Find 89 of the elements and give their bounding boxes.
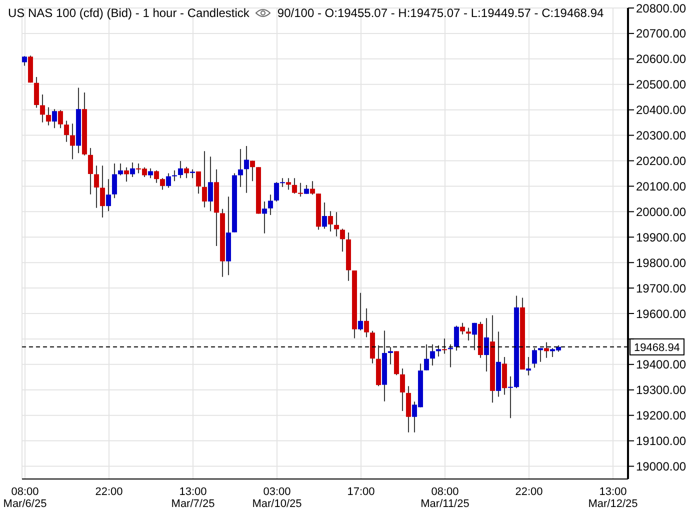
x-tick-label: 22:00	[95, 486, 123, 498]
chart-title: US NAS 100 (cfd) (Bid) - 1 hour - Candlestick	[8, 6, 250, 20]
candlestick	[436, 344, 441, 358]
candlestick	[364, 308, 369, 338]
y-tick-label: 19000.00	[636, 460, 686, 474]
candlestick	[442, 338, 447, 354]
candlestick	[202, 150, 207, 208]
candlestick	[400, 368, 405, 412]
x-tick-label: 08:00 Mar/11/25	[420, 486, 470, 509]
candlestick	[358, 292, 363, 331]
candlestick	[328, 210, 333, 232]
candlestick	[424, 344, 429, 371]
candlestick	[244, 145, 249, 194]
candlestick	[22, 56, 27, 66]
candlestick	[406, 386, 411, 433]
y-tick-label: 20200.00	[636, 154, 686, 168]
candlestick	[46, 106, 51, 126]
candlestick	[34, 76, 39, 108]
candlestick	[166, 172, 171, 188]
candlestick	[298, 182, 303, 198]
candlestick	[460, 322, 465, 335]
candlestick	[268, 194, 273, 216]
y-tick-label: 19700.00	[636, 281, 686, 296]
candlestick	[184, 166, 189, 179]
candlestick	[124, 166, 129, 182]
candlestick	[526, 356, 531, 376]
x-tick-label: 13:00 Mar/7/25	[171, 486, 215, 509]
y-tick-label: 20700.00	[636, 26, 686, 41]
candlestick	[64, 120, 69, 142]
y-tick-label: 19600.00	[636, 306, 686, 321]
candlestick	[130, 162, 135, 178]
candlestick	[238, 148, 243, 188]
candlestick	[484, 318, 489, 372]
candlestick	[466, 327, 471, 341]
x-tick-label: 08:00 Mar/6/25	[3, 486, 47, 509]
y-tick-label: 19200.00	[636, 408, 686, 423]
candlestick	[250, 160, 255, 182]
candlestick	[508, 376, 513, 419]
y-tick-label: 19900.00	[636, 230, 686, 244]
y-tick-label: 20400.00	[636, 103, 686, 118]
chart-subtitle: 90/100 - O:19455.07 - H:19475.07 - L:19449.57 - C:19468.94	[277, 6, 604, 20]
candlestick	[100, 165, 105, 218]
y-tick-label: 20800.00	[636, 1, 686, 16]
candlestick	[274, 182, 279, 202]
candlestick	[544, 342, 549, 358]
candlestick	[70, 123, 75, 160]
candlestick	[88, 148, 93, 195]
candlestick	[430, 344, 435, 366]
y-tick-label: 19300.00	[636, 383, 686, 398]
y-tick-label: 19400.00	[636, 358, 686, 372]
candlestick	[340, 228, 345, 252]
candlestick	[196, 170, 201, 194]
candlestick	[154, 170, 159, 184]
candlestick	[148, 168, 153, 179]
candlestick	[292, 178, 297, 194]
candlestick	[118, 163, 123, 176]
candlestick	[310, 180, 315, 196]
candlestick	[388, 346, 393, 365]
candlestick	[262, 200, 267, 234]
ref-line-label: 19468.94	[634, 342, 680, 354]
x-tick-label: 17:00	[347, 486, 375, 498]
y-tick-label: 20100.00	[636, 179, 686, 194]
candlestick	[172, 170, 177, 182]
candlestick	[178, 160, 183, 179]
candlestick	[322, 202, 327, 230]
candlestick	[472, 322, 477, 351]
candlestick	[208, 156, 213, 212]
candlestick	[334, 212, 339, 237]
candlestick	[106, 178, 111, 212]
y-tick-label: 20500.00	[636, 78, 686, 92]
x-tick-label: 13:00 Mar/12/25	[588, 486, 638, 509]
candlestick	[58, 110, 63, 129]
candlestick	[112, 163, 117, 199]
y-tick-label: 19800.00	[636, 256, 686, 270]
candlestick	[454, 325, 459, 352]
candlestick	[160, 178, 165, 190]
x-tick-label: 03:00 Mar/10/25	[252, 486, 302, 509]
x-tick-label: 22:00	[515, 486, 543, 498]
candlestick	[532, 348, 537, 368]
y-tick-label: 20000.00	[636, 204, 686, 219]
candlestick	[94, 165, 99, 208]
candlestick	[40, 94, 45, 123]
candlestick	[394, 350, 399, 376]
y-tick-label: 20300.00	[636, 128, 686, 143]
y-tick-label: 19100.00	[636, 434, 686, 448]
candlestick	[538, 348, 543, 362]
candlestick	[286, 178, 291, 190]
candlestick	[52, 108, 57, 129]
y-tick-label: 20600.00	[636, 52, 686, 66]
